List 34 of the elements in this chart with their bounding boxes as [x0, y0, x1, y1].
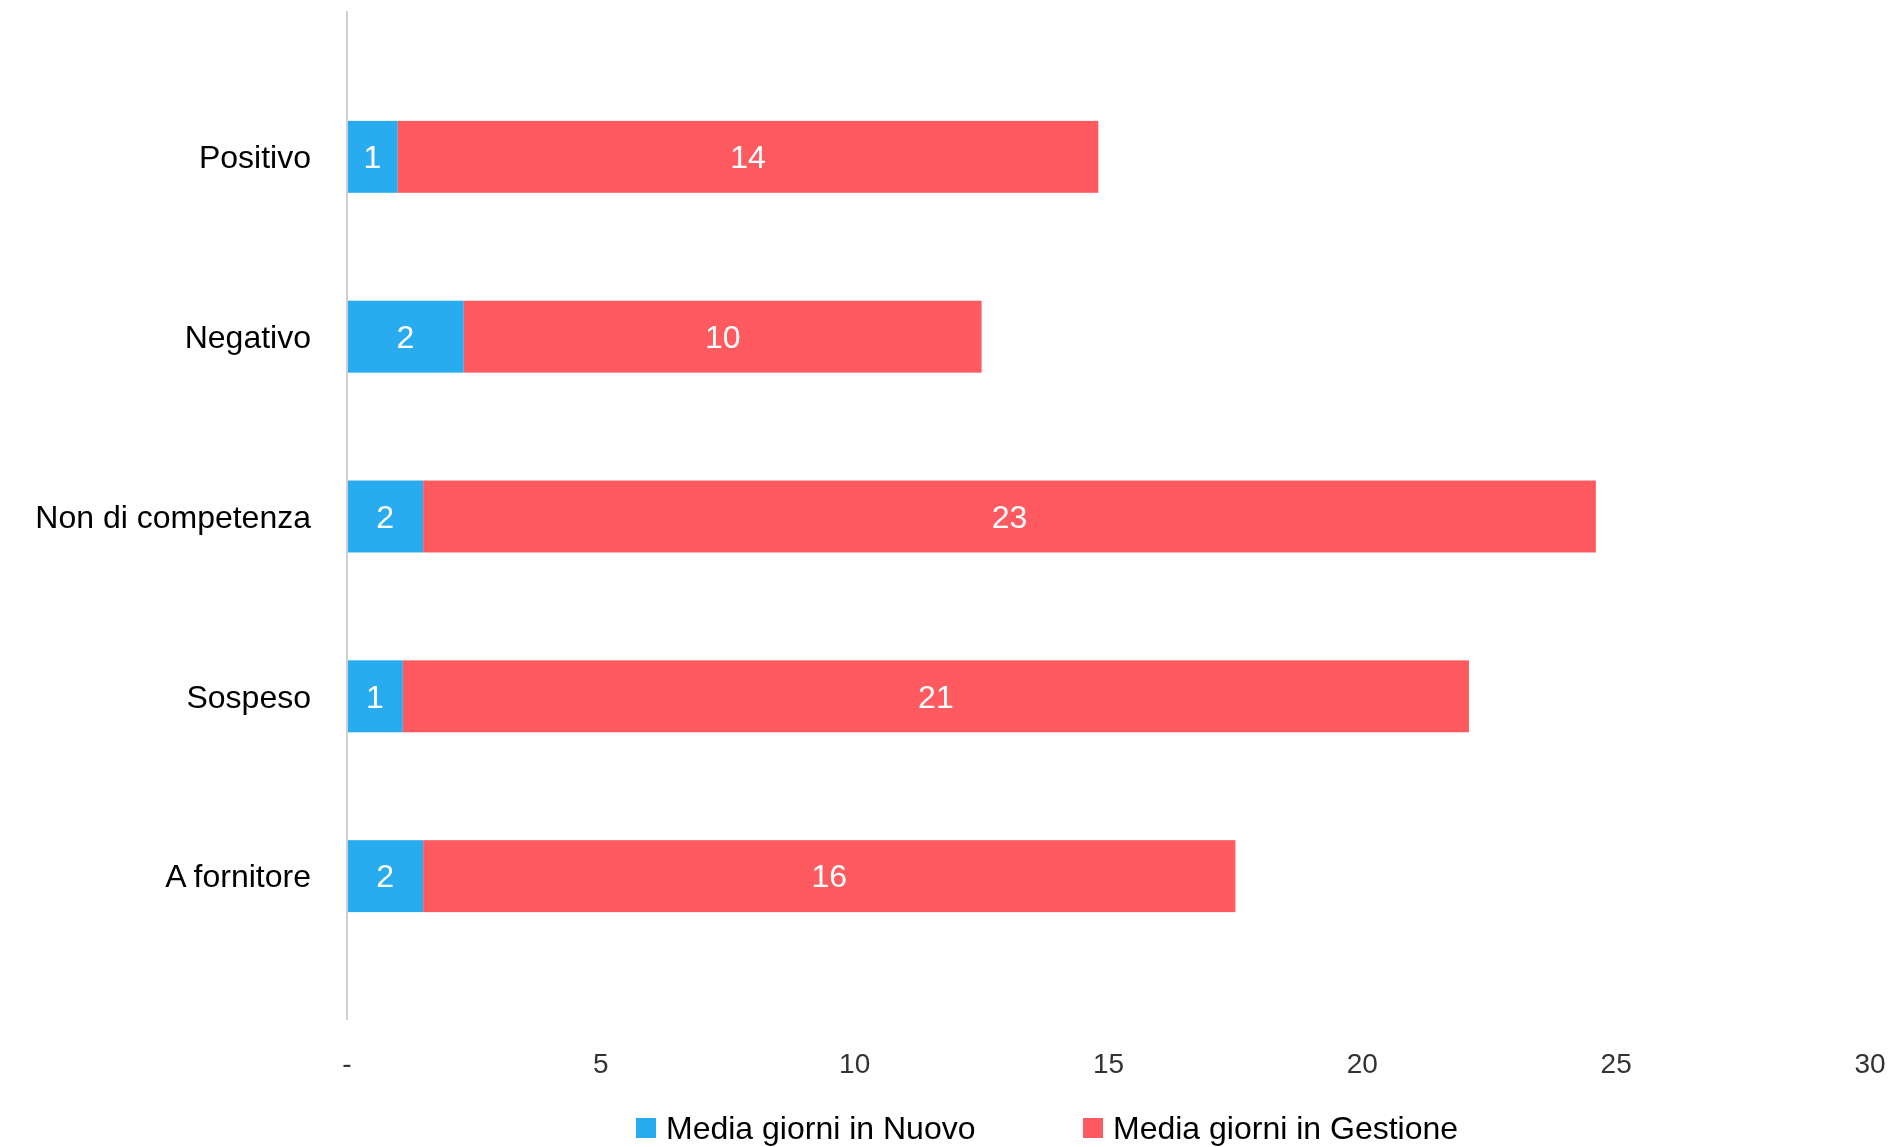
bar	[397, 120, 1099, 193]
data-label: 1	[366, 678, 384, 715]
x-tick-label: 5	[593, 1047, 609, 1079]
bar	[423, 480, 1596, 553]
y-tick-label: Positivo	[198, 139, 311, 176]
data-label: 23	[991, 498, 1028, 535]
y-tick-label: Sospeso	[186, 678, 311, 715]
data-label: 2	[396, 318, 415, 355]
bar	[347, 660, 403, 733]
y-tick-label: A fornitore	[165, 858, 311, 895]
bar	[347, 480, 424, 553]
x-tick-label: 10	[839, 1047, 871, 1079]
legend-label: Media giorni in Nuovo	[666, 1110, 976, 1147]
bar	[347, 300, 464, 373]
x-tick-label: -	[342, 1047, 352, 1079]
x-tick-label: 30	[1854, 1047, 1886, 1079]
data-label: 14	[730, 139, 766, 176]
data-label: 2	[376, 498, 394, 535]
data-label: 10	[704, 318, 741, 355]
bar	[463, 300, 982, 373]
data-label: 16	[811, 858, 848, 895]
y-tick-label: Negativo	[184, 318, 311, 355]
bar	[347, 840, 424, 913]
bar	[423, 840, 1236, 913]
data-label: 21	[918, 678, 954, 715]
data-label: 1	[363, 139, 382, 176]
x-tick-label: 20	[1346, 1047, 1378, 1079]
data-label: 2	[376, 858, 394, 895]
y-tick-label: Non di competenza	[35, 498, 312, 535]
bar	[347, 120, 398, 193]
legend-label: Media giorni in Gestione	[1113, 1110, 1459, 1147]
x-tick-label: 15	[1092, 1047, 1125, 1079]
bar	[402, 660, 1469, 733]
x-tick-label: 25	[1600, 1047, 1632, 1079]
